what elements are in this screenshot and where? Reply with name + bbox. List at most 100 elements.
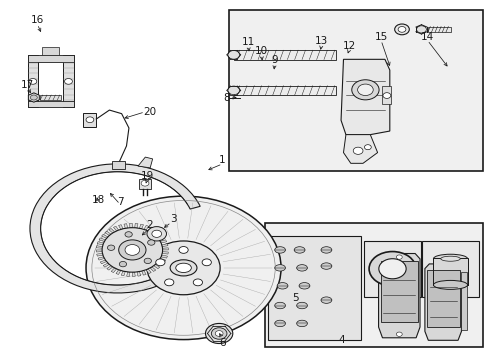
Text: 7: 7 (117, 197, 123, 207)
Circle shape (119, 240, 146, 260)
Circle shape (394, 24, 408, 35)
Text: 8: 8 (223, 93, 229, 103)
Bar (364, 241, 420, 297)
Ellipse shape (296, 265, 307, 271)
Polygon shape (159, 258, 165, 262)
Text: 18: 18 (91, 195, 104, 205)
Bar (27, 101, 74, 107)
Polygon shape (155, 233, 161, 237)
Circle shape (30, 95, 37, 100)
Bar (382, 86, 390, 104)
Polygon shape (152, 230, 158, 234)
Polygon shape (106, 266, 113, 270)
Polygon shape (99, 238, 105, 242)
Text: 4: 4 (338, 334, 345, 345)
Ellipse shape (432, 254, 467, 263)
Ellipse shape (175, 263, 191, 273)
Circle shape (64, 78, 72, 84)
Ellipse shape (274, 320, 285, 327)
Circle shape (368, 252, 415, 286)
Polygon shape (111, 268, 116, 273)
Text: 16: 16 (31, 15, 44, 26)
Polygon shape (123, 224, 127, 228)
Text: 9: 9 (271, 55, 278, 65)
Polygon shape (129, 224, 132, 228)
Polygon shape (97, 242, 103, 245)
Circle shape (397, 27, 405, 32)
Bar (112, 161, 124, 168)
Circle shape (378, 259, 406, 279)
Circle shape (86, 196, 281, 339)
Text: 17: 17 (21, 80, 34, 90)
Bar (27, 55, 38, 107)
Wedge shape (30, 164, 200, 293)
Polygon shape (424, 264, 461, 340)
Polygon shape (135, 224, 138, 228)
Text: 10: 10 (254, 46, 267, 56)
Polygon shape (126, 272, 130, 276)
Circle shape (205, 323, 232, 343)
Polygon shape (102, 234, 108, 238)
Polygon shape (380, 261, 417, 321)
Polygon shape (113, 226, 119, 231)
Ellipse shape (277, 283, 287, 289)
Circle shape (102, 228, 162, 272)
Circle shape (86, 117, 94, 123)
Circle shape (125, 244, 140, 255)
Text: 20: 20 (142, 107, 156, 117)
Ellipse shape (170, 260, 197, 276)
Circle shape (147, 241, 220, 295)
Bar (233, 86, 335, 95)
Polygon shape (160, 240, 166, 243)
Bar (432, 258, 467, 285)
Polygon shape (105, 231, 111, 235)
Ellipse shape (294, 247, 305, 253)
Circle shape (351, 80, 378, 100)
Polygon shape (97, 253, 103, 256)
Polygon shape (146, 269, 151, 274)
Text: 2: 2 (146, 220, 152, 230)
Polygon shape (150, 267, 156, 271)
Polygon shape (378, 253, 419, 338)
Polygon shape (162, 244, 168, 247)
Polygon shape (100, 260, 106, 264)
Polygon shape (132, 272, 135, 276)
Circle shape (416, 26, 426, 33)
Bar (427, 27, 450, 32)
Polygon shape (118, 225, 123, 229)
Polygon shape (28, 93, 39, 102)
Polygon shape (96, 250, 102, 252)
Circle shape (179, 247, 188, 253)
Polygon shape (138, 157, 152, 168)
Polygon shape (340, 59, 389, 135)
Ellipse shape (296, 302, 307, 309)
Circle shape (215, 330, 223, 336)
Polygon shape (98, 257, 104, 260)
Polygon shape (148, 227, 153, 232)
Circle shape (227, 86, 239, 95)
Circle shape (382, 93, 390, 98)
Text: 11: 11 (241, 37, 255, 47)
Polygon shape (161, 255, 167, 258)
Polygon shape (426, 270, 459, 327)
Polygon shape (162, 252, 168, 254)
Text: 5: 5 (292, 293, 298, 303)
Polygon shape (343, 135, 377, 163)
Circle shape (227, 50, 239, 59)
Polygon shape (143, 225, 148, 230)
Polygon shape (142, 270, 146, 275)
Circle shape (211, 328, 226, 339)
Circle shape (352, 147, 362, 154)
Bar (82, 113, 96, 127)
Circle shape (119, 261, 126, 267)
Bar (139, 179, 151, 189)
Polygon shape (157, 262, 163, 266)
Text: 12: 12 (342, 41, 355, 50)
Bar (267, 235, 360, 339)
Polygon shape (162, 248, 168, 250)
Circle shape (364, 145, 370, 150)
Ellipse shape (321, 297, 331, 303)
Text: 1: 1 (219, 155, 225, 165)
Polygon shape (116, 270, 121, 274)
Circle shape (202, 259, 211, 266)
